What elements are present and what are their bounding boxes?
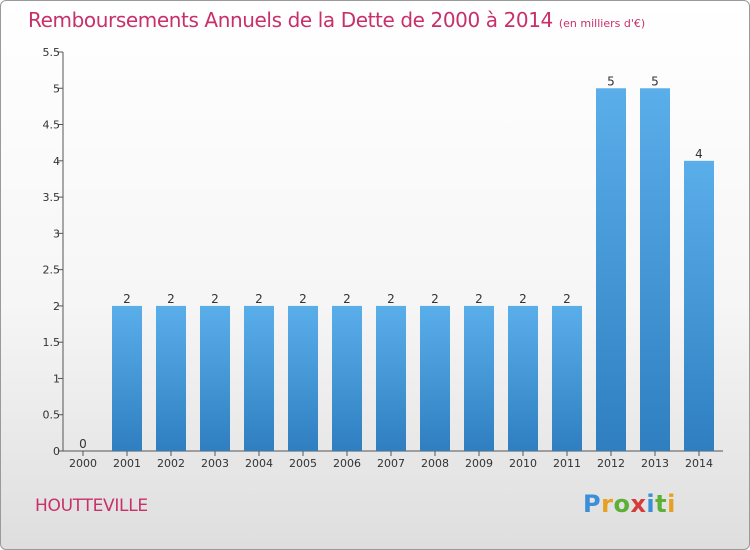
bar-2014 — [684, 160, 714, 451]
data-label-2012: 5 — [607, 74, 615, 88]
y-tick-label: 0 — [53, 445, 60, 458]
logo-letter: r — [601, 490, 614, 518]
chart-title-text: Remboursements Annuels de la Dette de 20… — [28, 8, 553, 32]
y-tick-label: 4.5 — [43, 119, 61, 132]
chart-bars — [112, 88, 714, 451]
y-tick-label: 1 — [53, 372, 60, 385]
y-tick-label: 0.5 — [43, 409, 61, 422]
chart-unit-label: (en milliers d'€) — [558, 17, 646, 30]
y-tick-label: 2.5 — [43, 264, 61, 277]
bar-2007 — [376, 305, 406, 451]
logo-letter: P — [583, 490, 602, 518]
data-label-2013: 5 — [651, 74, 659, 88]
chart-data-labels: 0 2 2 2 2 2 2 2 2 2 2 2 5 5 4 — [79, 74, 703, 451]
bar-2010 — [508, 305, 538, 451]
bar-2003 — [200, 305, 230, 451]
x-tick-label: 2013 — [641, 457, 669, 470]
x-tick-label: 2014 — [685, 457, 713, 470]
data-label-2000: 0 — [79, 437, 87, 451]
bar-2008 — [420, 305, 450, 451]
y-tick-label: 3 — [53, 227, 60, 240]
bar-2012 — [596, 88, 626, 451]
x-tick-label: 2001 — [113, 457, 141, 470]
data-label-2014: 4 — [695, 147, 703, 161]
data-label-2006: 2 — [343, 292, 351, 306]
bar-2006 — [332, 305, 362, 451]
y-tick-label: 2 — [53, 300, 60, 313]
x-tick-label: 2004 — [245, 457, 273, 470]
logo-letter: t — [655, 490, 668, 518]
logo-letter: i — [646, 490, 656, 518]
bar-2002 — [156, 305, 186, 451]
bar-2005 — [288, 305, 318, 451]
y-tick-label: 1.5 — [43, 336, 61, 349]
bar-2011 — [552, 305, 582, 451]
data-label-2002: 2 — [167, 292, 175, 306]
y-tick-label: 5.5 — [43, 46, 61, 59]
x-tick-label: 2008 — [421, 457, 449, 470]
commune-name: HOUTTEVILLE — [35, 496, 148, 516]
logo-letter: o — [613, 490, 631, 518]
data-label-2007: 2 — [387, 292, 395, 306]
data-label-2005: 2 — [299, 292, 307, 306]
x-tick-label: 2009 — [465, 457, 493, 470]
y-tick-label: 3.5 — [43, 191, 61, 204]
chart-axes: 0 0.5 1 1.5 2 2.5 3 3.5 4 4.5 5 5.5 2000 2001 2002 2003… — [43, 46, 723, 470]
data-label-2009: 2 — [475, 292, 483, 306]
x-tick-label: 2006 — [333, 457, 361, 470]
y-tick-label: 4 — [53, 155, 60, 168]
x-tick-label: 2011 — [553, 457, 581, 470]
x-tick-label: 2007 — [377, 457, 405, 470]
chart-title: Remboursements Annuels de la Dette de 20… — [28, 8, 645, 32]
data-label-2010: 2 — [519, 292, 527, 306]
bar-2001 — [112, 305, 142, 451]
x-tick-label: 2005 — [289, 457, 317, 470]
x-tick-label: 2003 — [201, 457, 229, 470]
proxiti-logo: Proxiti — [583, 490, 676, 518]
x-tick-label: 2002 — [157, 457, 185, 470]
x-tick-label: 2012 — [597, 457, 625, 470]
bar-2009 — [464, 305, 494, 451]
x-tick-label: 2000 — [69, 457, 97, 470]
bar-2004 — [244, 305, 274, 451]
data-label-2001: 2 — [123, 292, 131, 306]
data-label-2011: 2 — [563, 292, 571, 306]
x-tick-label: 2010 — [509, 457, 537, 470]
data-label-2008: 2 — [431, 292, 439, 306]
bar-2013 — [640, 88, 670, 451]
data-label-2004: 2 — [255, 292, 263, 306]
logo-letter: x — [630, 490, 647, 518]
y-tick-label: 5 — [53, 82, 60, 95]
data-label-2003: 2 — [211, 292, 219, 306]
logo-letter: i — [667, 490, 676, 518]
